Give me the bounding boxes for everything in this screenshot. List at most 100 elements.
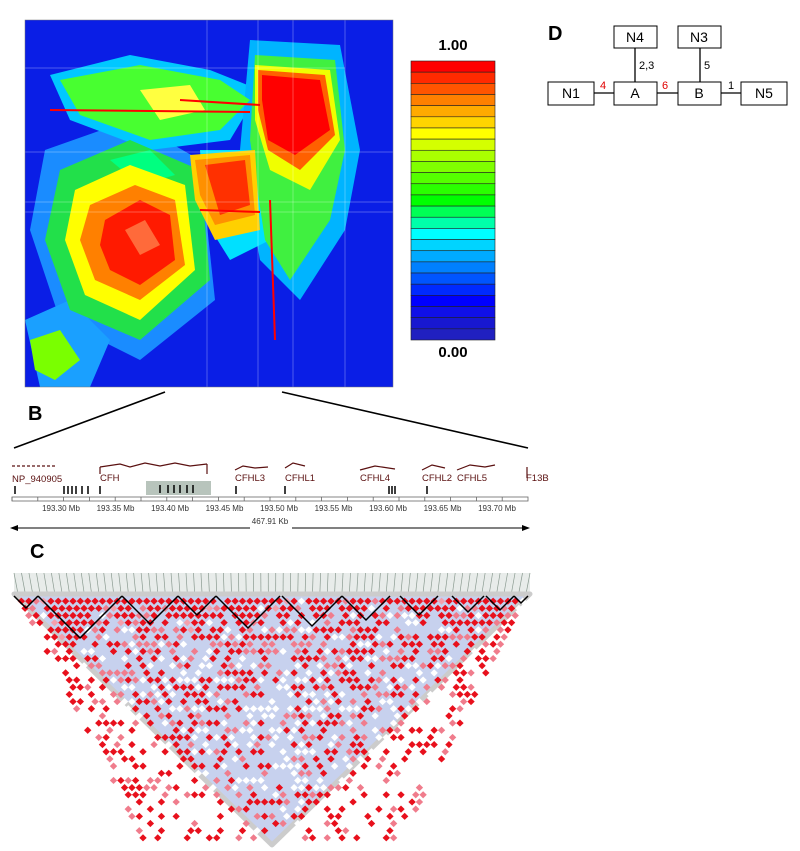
ld-cell — [154, 819, 162, 828]
ld-cell — [489, 640, 497, 648]
ld-cell — [290, 626, 298, 634]
ld-cell — [430, 640, 438, 648]
ld-cell — [319, 640, 328, 648]
ld-cell — [187, 597, 195, 605]
ld-cell — [187, 683, 195, 691]
ld-cell — [109, 776, 118, 785]
ld-cell — [496, 640, 505, 648]
ld-cell — [242, 705, 250, 713]
ld-cell — [441, 619, 449, 627]
ld-cell — [474, 626, 483, 634]
ld-cell — [165, 697, 173, 706]
ld-cell — [434, 762, 442, 770]
ld-cell — [308, 834, 317, 842]
ld-cell — [345, 762, 354, 770]
ruler-segments — [11, 497, 503, 501]
ld-cell — [511, 611, 519, 620]
ld-cell — [131, 719, 140, 727]
ld-cell — [445, 654, 453, 663]
ld-cell — [279, 619, 287, 627]
ld-cell — [459, 669, 468, 677]
gene-label: CFHL1 — [285, 473, 315, 484]
ld-cell — [419, 676, 427, 684]
ld-cell — [301, 776, 309, 785]
ld-cell — [330, 690, 339, 698]
ld-cell — [194, 726, 202, 734]
gene-label: CFHL2 — [422, 473, 452, 484]
ld-cell — [172, 755, 180, 763]
ld-cell — [456, 705, 464, 713]
ld-cell — [272, 705, 280, 713]
ld-cell — [426, 604, 435, 612]
ld-cell — [382, 776, 390, 785]
ld-cell — [482, 626, 490, 634]
ld-cell — [408, 798, 416, 806]
ld-cell — [161, 791, 169, 799]
ld-cell — [305, 669, 313, 677]
ld-cell — [139, 748, 147, 756]
ruler-tick-label: 193.40 Mb — [151, 504, 189, 513]
ld-cell — [319, 597, 328, 605]
ld-cell — [308, 748, 317, 756]
ld-cell — [242, 647, 250, 655]
ld-cell — [143, 712, 151, 720]
ld-cell — [113, 669, 121, 677]
gene-body-cfhl5 — [456, 464, 496, 471]
ld-cell — [283, 755, 291, 763]
ld-cell — [201, 784, 210, 792]
ld-cell — [471, 690, 479, 698]
ld-cell — [430, 654, 438, 663]
snp-position-line — [326, 572, 329, 595]
ld-cell — [143, 626, 151, 634]
ld-cell — [456, 662, 464, 670]
ld-cell — [69, 640, 77, 648]
ld-cell — [187, 626, 195, 634]
ld-cell — [249, 662, 258, 670]
ld-cell — [165, 812, 173, 820]
ld-cell — [489, 597, 497, 605]
ld-cell — [246, 611, 254, 620]
ld-cell — [334, 669, 343, 677]
ld-cell — [353, 619, 361, 627]
ld-cell — [242, 805, 250, 813]
ld-cell — [80, 662, 88, 670]
ld-cell — [124, 604, 132, 612]
ld-cell — [386, 726, 394, 734]
ld-cell — [294, 662, 302, 670]
snp-position-line — [378, 572, 381, 595]
ld-cell — [275, 784, 284, 792]
ld-cell — [157, 683, 166, 691]
ld-cell — [238, 597, 247, 605]
ld-cell — [441, 748, 449, 756]
ld-cell — [345, 805, 354, 813]
ld-cell — [253, 741, 261, 749]
ld-cell — [305, 626, 313, 634]
ld-cell — [297, 827, 306, 835]
ld-cell — [139, 662, 147, 670]
ld-cell — [128, 669, 136, 677]
ld-cell — [227, 604, 236, 612]
ld-cell — [404, 705, 413, 713]
ld-cell — [471, 676, 479, 684]
ld-cell — [154, 834, 162, 842]
ld-cell — [179, 654, 188, 663]
ld-cell — [264, 733, 272, 742]
snp-position-line — [208, 572, 210, 595]
ld-cell — [246, 798, 254, 806]
ld-cell — [319, 812, 328, 820]
ld-cell — [456, 619, 464, 627]
ld-cell — [84, 654, 92, 663]
ld-cell — [224, 654, 232, 663]
ld-cell — [190, 733, 199, 742]
ld-cell — [58, 604, 66, 612]
snp-position-line — [95, 572, 100, 595]
ld-cell — [308, 791, 317, 799]
ld-cell — [213, 805, 221, 813]
ld-cell — [242, 676, 250, 684]
ld-cell — [342, 669, 350, 677]
snp-position-line — [393, 572, 396, 595]
ld-cell — [419, 762, 427, 770]
ld-cell — [117, 733, 125, 742]
ld-cell — [330, 805, 339, 813]
ld-cell — [308, 633, 317, 641]
